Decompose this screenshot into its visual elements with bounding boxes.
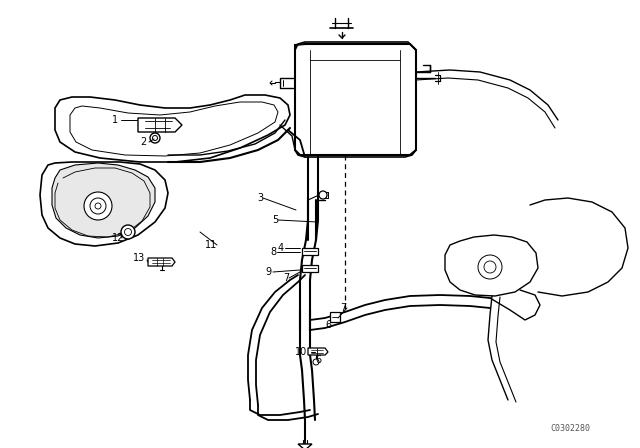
Text: 5: 5: [272, 215, 278, 225]
Polygon shape: [70, 102, 278, 156]
Text: C0302280: C0302280: [550, 423, 590, 432]
Text: 1: 1: [112, 115, 118, 125]
Text: 12: 12: [112, 233, 124, 243]
Circle shape: [125, 228, 131, 236]
Polygon shape: [138, 118, 182, 132]
Circle shape: [484, 261, 496, 273]
Text: 11: 11: [205, 240, 217, 250]
Text: 13: 13: [133, 253, 145, 263]
Text: 4: 4: [278, 243, 284, 253]
Polygon shape: [330, 312, 340, 322]
Text: 10: 10: [295, 347, 307, 357]
Polygon shape: [148, 258, 175, 266]
Text: 9: 9: [265, 267, 271, 277]
Polygon shape: [295, 44, 416, 155]
Polygon shape: [298, 444, 312, 448]
Text: 8: 8: [270, 247, 276, 257]
Polygon shape: [308, 348, 328, 355]
Polygon shape: [55, 95, 290, 162]
Circle shape: [150, 133, 160, 143]
Circle shape: [84, 192, 112, 220]
Circle shape: [313, 359, 319, 365]
Text: 6: 6: [325, 320, 331, 330]
Circle shape: [121, 225, 135, 239]
Polygon shape: [302, 265, 318, 272]
Circle shape: [90, 198, 106, 214]
Text: 6: 6: [315, 355, 321, 365]
Circle shape: [95, 203, 101, 209]
Polygon shape: [445, 235, 538, 296]
Polygon shape: [40, 162, 168, 246]
Text: 3: 3: [257, 193, 263, 203]
Text: 7: 7: [283, 273, 289, 283]
Text: 2: 2: [140, 137, 147, 147]
Polygon shape: [52, 163, 155, 238]
Polygon shape: [302, 248, 318, 255]
Circle shape: [478, 255, 502, 279]
Circle shape: [152, 135, 157, 141]
Circle shape: [319, 191, 327, 199]
Text: 7: 7: [340, 303, 346, 313]
